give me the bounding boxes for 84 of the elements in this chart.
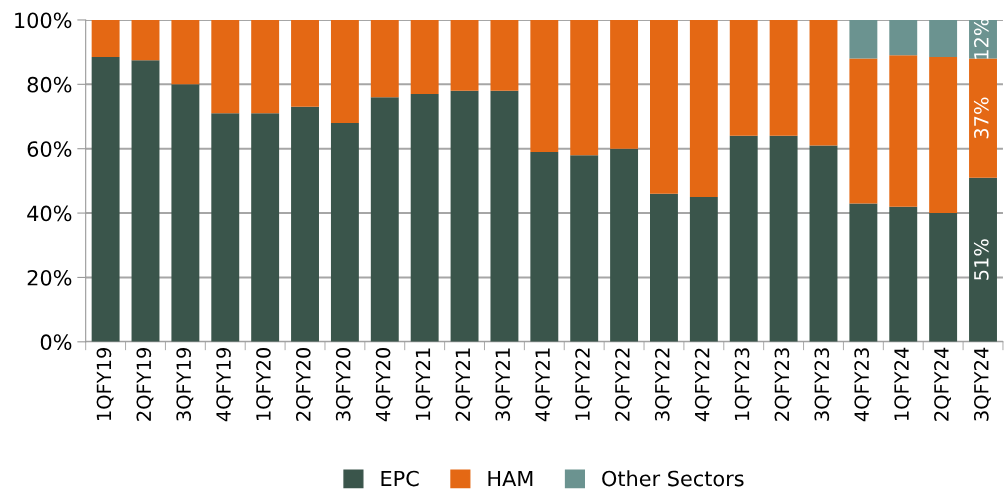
bar — [610, 19, 639, 149]
bar — [171, 84, 200, 342]
y-tick-label: 100% — [15, 12, 72, 29]
legend-label: EPC — [381, 470, 419, 487]
x-tick-label: 4QFY19 — [216, 348, 234, 422]
bar — [251, 19, 280, 114]
x-tick-label: 1QFY19 — [96, 348, 114, 421]
x-tick-label: 3QFY24 — [973, 347, 991, 421]
data-label: 12% — [973, 18, 989, 59]
y-tick-label: 60% — [27, 141, 72, 157]
bar — [530, 151, 559, 342]
x-tick-label: 4QFY22 — [694, 348, 712, 422]
bar — [969, 177, 997, 342]
bar — [689, 19, 718, 197]
bar — [91, 56, 120, 342]
bar — [570, 155, 599, 342]
bar — [889, 55, 918, 207]
x-tick-label: 4QFY23 — [854, 348, 872, 422]
bar — [889, 19, 918, 56]
bar — [131, 60, 160, 342]
bar — [849, 19, 878, 59]
x-tick-label: 2QFY22 — [615, 348, 632, 421]
bar — [410, 19, 439, 94]
legend-label: Other Sectors — [602, 470, 744, 487]
bar — [849, 58, 878, 204]
bar — [729, 19, 758, 136]
x-tick-label: 2QFY23 — [774, 348, 792, 421]
bar — [410, 93, 439, 342]
x-tick-label: 3QFY19 — [176, 348, 194, 421]
x-tick-label: 3QFY22 — [654, 348, 672, 421]
x-tick-label: 3QFY21 — [495, 348, 513, 421]
bar — [809, 19, 838, 146]
bar — [570, 19, 599, 156]
x-tick-label: 1QFY21 — [415, 348, 433, 421]
bar — [251, 113, 280, 342]
bar — [91, 19, 120, 57]
data-label: 51% — [973, 239, 989, 280]
bar — [650, 193, 678, 342]
x-tick-label: 4QFY21 — [535, 348, 553, 422]
bar — [490, 90, 519, 342]
bar — [530, 19, 559, 152]
y-tick-label: 20% — [27, 269, 72, 286]
bar — [689, 196, 718, 342]
bar — [769, 135, 798, 342]
bar — [650, 19, 678, 194]
bar — [809, 145, 838, 342]
bar — [610, 148, 639, 342]
data-label: 37% — [973, 97, 989, 139]
x-tick-label: 1QFY20 — [256, 347, 274, 421]
x-tick-label: 4QFY20 — [375, 347, 393, 422]
x-tick-label: 3QFY20 — [335, 347, 353, 421]
bar — [849, 203, 878, 342]
y-tick-label: 40% — [27, 205, 72, 222]
bar — [729, 135, 758, 342]
x-tick-label: 2QFY19 — [136, 348, 154, 421]
x-tick-label: 1QFY23 — [734, 348, 752, 421]
bar — [929, 213, 958, 342]
bar — [929, 19, 958, 57]
bar — [131, 19, 160, 61]
legend-label: HAM — [488, 470, 533, 487]
x-tick-label: 2QFY24 — [934, 347, 952, 421]
bar — [211, 113, 240, 342]
bar — [450, 19, 479, 91]
bar — [889, 206, 918, 342]
bar — [490, 19, 519, 91]
bar — [291, 106, 319, 342]
x-tick-label: 3QFY23 — [814, 348, 832, 421]
bar — [450, 90, 479, 342]
y-tick-label: 80% — [27, 76, 72, 93]
x-tick-label: 2QFY20 — [295, 347, 313, 421]
bar — [291, 19, 319, 107]
bar — [211, 19, 240, 114]
bar — [769, 19, 798, 136]
bar — [969, 58, 997, 178]
bar — [929, 56, 958, 214]
x-tick-label: 2QFY21 — [455, 348, 473, 421]
y-tick-label: 0% — [40, 334, 72, 351]
bar — [370, 97, 399, 342]
bar — [330, 122, 359, 342]
bar — [171, 19, 200, 85]
bar — [330, 19, 359, 123]
x-tick-label: 1QFY22 — [575, 348, 593, 421]
bar — [370, 19, 399, 98]
x-tick-label: 1QFY24 — [894, 347, 912, 421]
